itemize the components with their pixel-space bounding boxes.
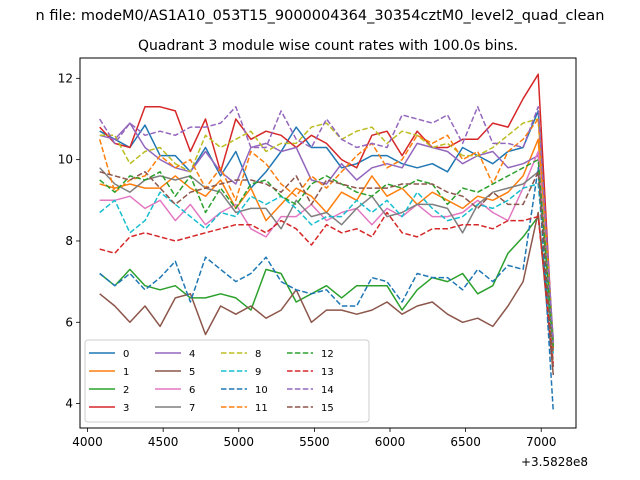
series-line-9	[99, 183, 555, 355]
plot-frame	[79, 57, 577, 429]
y-tick-label: 6	[65, 315, 73, 329]
legend-label-15: 15	[321, 403, 334, 414]
legend-label-1: 1	[123, 367, 129, 378]
x-tick-label: 4500	[148, 435, 179, 449]
legend-label-9: 9	[255, 367, 261, 378]
y-tick-label: 8	[65, 234, 73, 248]
series-line-13	[99, 211, 555, 363]
legend-box	[84, 339, 370, 423]
series-line-10	[99, 167, 555, 412]
series-line-11	[98, 118, 555, 351]
y-tick-label: 4	[65, 397, 73, 411]
series-line-2	[99, 215, 555, 343]
y-tick-label: 12	[58, 71, 73, 85]
legend-label-4: 4	[189, 349, 195, 360]
x-tick-label: 4000	[72, 435, 103, 449]
legend-label-14: 14	[321, 385, 334, 396]
x-tick-label: 7000	[526, 435, 557, 449]
series-line-3	[99, 73, 555, 351]
x-offset-label: +3.5828e8	[521, 455, 588, 469]
legend-label-10: 10	[255, 385, 268, 396]
series-line-12	[99, 158, 555, 347]
legend-label-11: 11	[255, 403, 268, 414]
series-line-6	[99, 150, 555, 347]
chart-suptitle: n file: modeM0/AS1A10_053T15_9000004364_…	[36, 8, 605, 24]
x-tick-label: 5000	[224, 435, 255, 449]
legend-label-13: 13	[321, 367, 334, 378]
chart-title: Quadrant 3 module wise count rates with …	[138, 38, 518, 54]
legend-label-7: 7	[189, 403, 195, 414]
x-tick-label: 6500	[450, 435, 481, 449]
x-tick-label: 6000	[375, 435, 406, 449]
legend-label-0: 0	[123, 349, 129, 360]
legend-label-3: 3	[123, 403, 129, 414]
x-tick-label: 5500	[299, 435, 330, 449]
legend-label-12: 12	[321, 349, 334, 360]
legend-label-2: 2	[123, 385, 129, 396]
legend-label-6: 6	[189, 385, 195, 396]
y-tick-label: 10	[58, 153, 73, 167]
series-line-8	[99, 118, 555, 343]
series-line-5	[99, 211, 555, 376]
series-line-14	[99, 106, 555, 343]
legend-label-5: 5	[189, 367, 195, 378]
legend-label-8: 8	[255, 349, 261, 360]
series-lines	[98, 73, 555, 412]
